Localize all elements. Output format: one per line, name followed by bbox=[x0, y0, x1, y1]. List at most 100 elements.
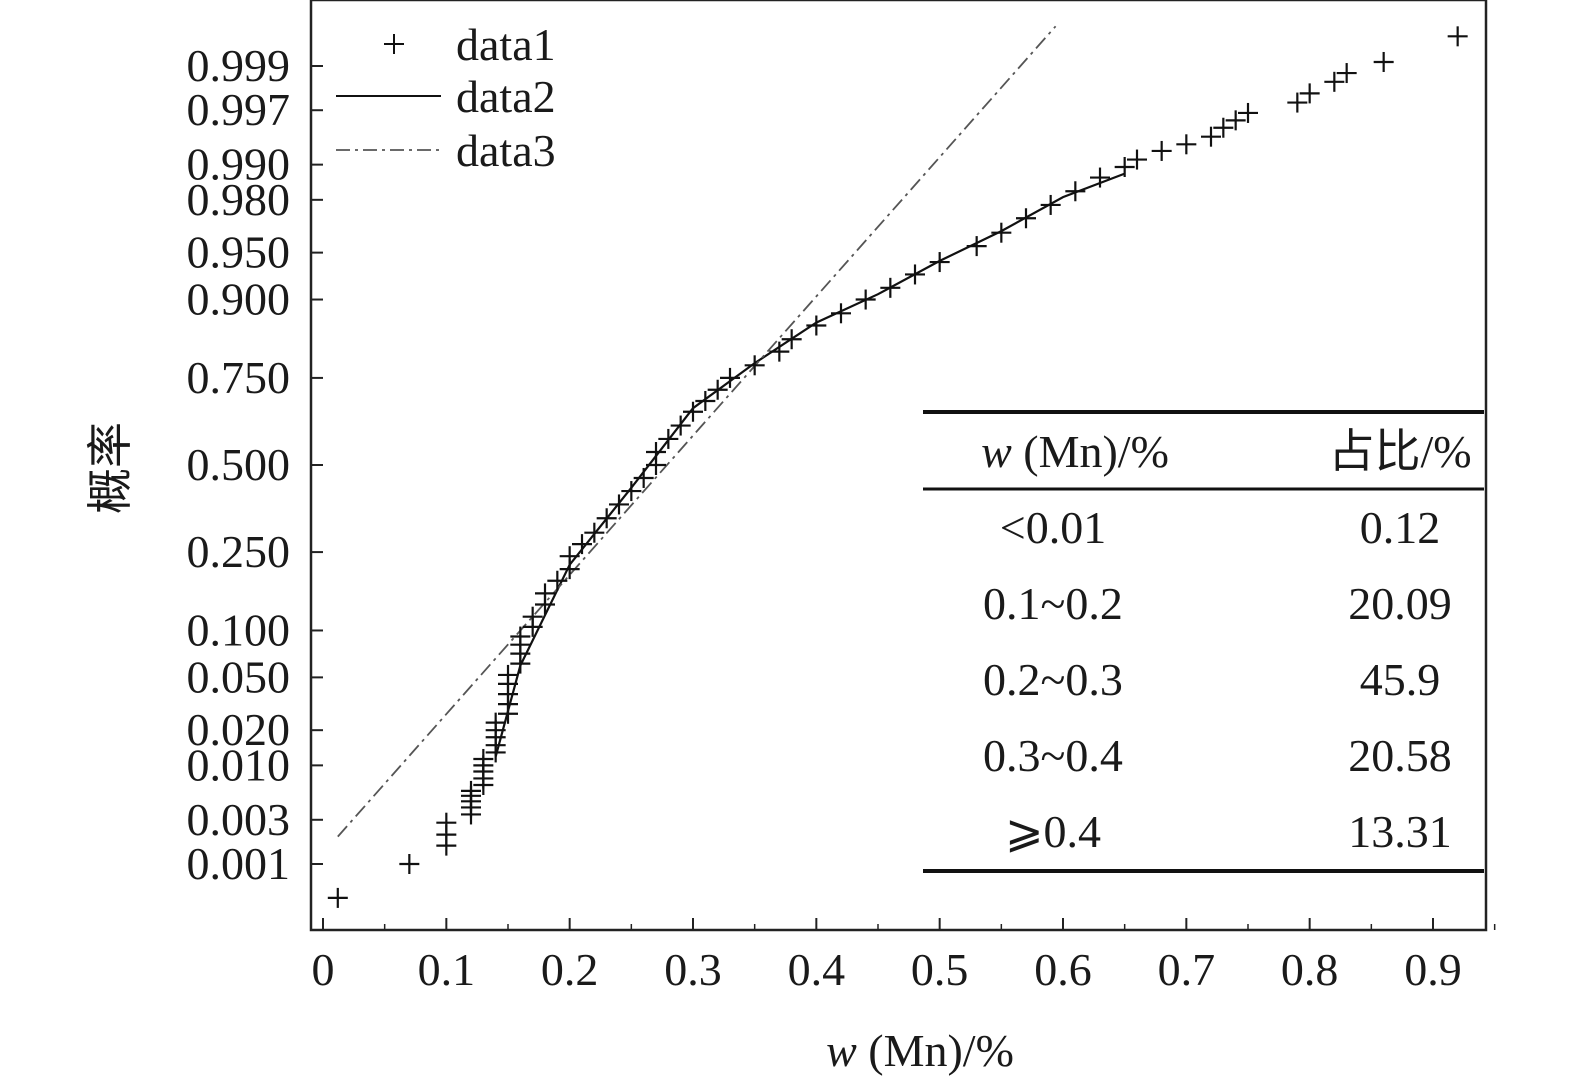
series-data3-line bbox=[337, 25, 1057, 838]
x-tick-label: 0 bbox=[312, 944, 335, 995]
data1-point bbox=[1201, 126, 1221, 147]
data1-point bbox=[498, 664, 518, 685]
table-background bbox=[923, 410, 1484, 873]
data1-point bbox=[1090, 167, 1110, 188]
y-tick-label: 0.900 bbox=[187, 274, 291, 325]
data1-point bbox=[1040, 194, 1061, 215]
table-cell-percent: 20.09 bbox=[1348, 578, 1452, 629]
inset-table: w (Mn)/% 占比/% <0.01 0.12 0.1~0.2 20.09 0.2~0.3… bbox=[923, 410, 1484, 873]
table-row: 0.1~0.2 20.09 bbox=[983, 578, 1452, 629]
table-header-rest: (Mn)/% bbox=[1012, 426, 1169, 477]
x-tick-labels: 0 0.1 0.2 0.3 0.4 0.5 0.6 0.7 0.8 0.9 bbox=[312, 944, 1462, 995]
x-axis-label-var: w bbox=[826, 1025, 857, 1076]
y-tick-label: 0.003 bbox=[187, 794, 291, 845]
data1-point bbox=[572, 534, 592, 555]
table-cell-percent: 13.31 bbox=[1348, 806, 1452, 857]
data1-point bbox=[720, 367, 740, 388]
data1-point bbox=[485, 712, 506, 733]
data1-point bbox=[1373, 51, 1394, 72]
data1-point bbox=[1127, 149, 1147, 170]
data1-point bbox=[1016, 208, 1036, 229]
table-cell-percent: 20.58 bbox=[1348, 730, 1452, 781]
data1-point bbox=[559, 546, 580, 567]
y-tick-label: 0.500 bbox=[187, 439, 291, 490]
data1-point bbox=[327, 887, 348, 908]
table-header-proportion: 占比/% bbox=[1328, 426, 1471, 477]
y-tick-label: 0.999 bbox=[187, 40, 291, 91]
x-tick-label: 0.5 bbox=[911, 944, 969, 995]
data1-point bbox=[1336, 63, 1357, 84]
y-tick-label: 0.250 bbox=[187, 526, 291, 577]
table-cell-percent: 0.12 bbox=[1360, 502, 1441, 553]
data1-point bbox=[929, 252, 950, 273]
legend-label: data2 bbox=[456, 71, 556, 122]
y-tick-label: 0.990 bbox=[187, 139, 291, 190]
data1-point bbox=[535, 583, 555, 604]
data1-point bbox=[806, 315, 827, 336]
legend-item-data1: data1 bbox=[384, 19, 556, 70]
data1-point bbox=[633, 467, 654, 488]
x-tick-label: 0.1 bbox=[418, 944, 476, 995]
y-tick-label: 0.950 bbox=[187, 227, 291, 278]
y-tick-label: 0.020 bbox=[187, 704, 291, 755]
series-data1-points bbox=[327, 26, 1468, 908]
table-cell-range: 0.3~0.4 bbox=[983, 730, 1123, 781]
x-tick-label: 0.2 bbox=[541, 944, 599, 995]
data1-point bbox=[621, 481, 642, 502]
axis-ticks bbox=[311, 65, 1496, 930]
table-header-var: w bbox=[981, 426, 1012, 477]
x-axis-label: w (Mn)/% bbox=[826, 1025, 1014, 1076]
data1-point bbox=[1114, 157, 1135, 178]
data1-point bbox=[510, 626, 531, 647]
legend-item-data2: data2 bbox=[336, 71, 556, 122]
x-axis-label-rest: (Mn)/% bbox=[857, 1025, 1014, 1076]
x-tick-label: 0.3 bbox=[664, 944, 722, 995]
data1-point bbox=[596, 508, 617, 529]
legend-item-data3: data3 bbox=[336, 125, 556, 176]
y-axis-label: 概率 bbox=[85, 422, 136, 514]
data1-point bbox=[547, 570, 568, 591]
data1-point bbox=[1151, 140, 1172, 161]
y-tick-label: 0.997 bbox=[187, 84, 291, 135]
x-tick-label: 0.6 bbox=[1034, 944, 1092, 995]
data1-point bbox=[609, 494, 629, 515]
table-header-concentration: w (Mn)/% bbox=[981, 426, 1169, 477]
data1-point bbox=[707, 379, 728, 400]
table-cell-percent: 45.9 bbox=[1360, 654, 1441, 705]
data1-point bbox=[769, 341, 790, 362]
data1-point bbox=[646, 442, 666, 463]
data1-point bbox=[1238, 102, 1258, 123]
data1-point bbox=[1213, 117, 1234, 138]
y-tick-label: 0.050 bbox=[187, 651, 291, 702]
data1-point bbox=[855, 289, 876, 310]
table-cell-range: 0.2~0.3 bbox=[983, 654, 1123, 705]
data1-point bbox=[436, 812, 457, 833]
data1-point bbox=[695, 390, 716, 411]
data1-point bbox=[683, 401, 703, 422]
table-cell-range: <0.01 bbox=[1000, 502, 1106, 553]
legend-label: data1 bbox=[456, 19, 556, 70]
y-tick-label: 0.980 bbox=[187, 174, 291, 225]
x-tick-label: 0.8 bbox=[1281, 944, 1339, 995]
data1-point bbox=[522, 606, 543, 627]
data1-point bbox=[1225, 110, 1246, 131]
data1-point bbox=[584, 522, 605, 543]
data1-point bbox=[966, 236, 987, 257]
data1-point bbox=[831, 303, 851, 324]
y-tick-label: 0.010 bbox=[187, 739, 291, 790]
y-tick-label: 0.750 bbox=[187, 352, 291, 403]
data1-point bbox=[670, 415, 691, 436]
data1-point bbox=[1324, 71, 1345, 92]
y-tick-label: 0.100 bbox=[187, 604, 291, 655]
data1-point bbox=[1065, 181, 1086, 202]
y-tick-label: 0.001 bbox=[187, 838, 291, 889]
table-row: ⩾0.4 13.31 bbox=[1005, 806, 1452, 857]
x-tick-label: 0.7 bbox=[1158, 944, 1216, 995]
data1-point bbox=[991, 222, 1012, 243]
data1-point bbox=[461, 780, 481, 801]
data1-point bbox=[658, 428, 679, 449]
table-cell-range: ⩾0.4 bbox=[1005, 806, 1101, 857]
x-tick-label: 0.4 bbox=[788, 944, 846, 995]
